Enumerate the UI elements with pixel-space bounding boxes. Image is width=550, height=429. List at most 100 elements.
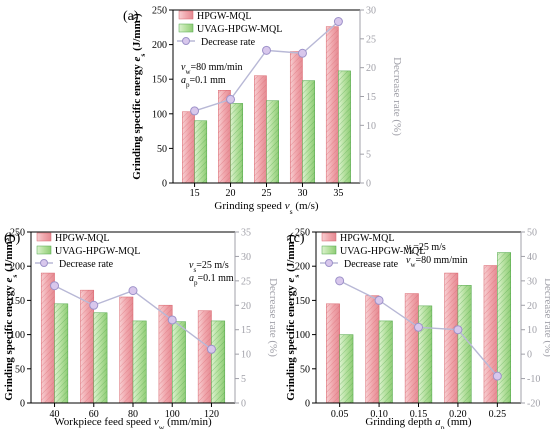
bar-hpgw-mql-hatch (404, 293, 419, 404)
x-axis-label: Grinding speed vs (m/s) (214, 200, 318, 216)
y2-tick-label: 25 (241, 276, 251, 287)
y2-tick-label: 5 (366, 150, 371, 161)
bar-hpgw-mql-hatch (325, 26, 339, 184)
decrease-rate-point (206, 344, 216, 354)
y-tick-label: 0 (20, 399, 25, 410)
chart-panel-b: 0 50 100 150 200 250 0 5 10 15 20 25 30 35 40 60 80 100 12… (3, 228, 279, 429)
x-axis-label: Grinding depth ap (mm) (365, 416, 472, 429)
y2-tick-label: 40 (527, 252, 537, 263)
x-tick-label: 0.20 (449, 409, 467, 420)
decrease-rate-point (453, 325, 463, 335)
chart-panel-c: 0 50 100 150 200 250 -20 -10 0 10 20 30 40 50 0.05 0.10… (285, 228, 550, 429)
legend: HPGW-MQL UVAG-HPGW-MQL Decrease rate (320, 232, 425, 270)
y-tick-label: 250 (295, 228, 310, 239)
decrease-rate-point (374, 295, 384, 305)
x-tick-label: 120 (204, 409, 219, 420)
y2-axis-label: Decrease rate (%) (267, 278, 279, 357)
y2-axis-label: Decrease rate (%) (391, 57, 403, 136)
legend-label-decrease-rate: Decrease rate (344, 259, 399, 270)
condition-annotation: ap=0.1 mm (189, 273, 234, 287)
x-tick-label: 20 (226, 188, 236, 199)
y2-tick-label: 0 (366, 179, 371, 190)
y-tick-label: 150 (10, 296, 25, 307)
y-axis-label: Grinding specific energy es (J/mm³) (3, 234, 19, 401)
x-tick-label: 0.25 (489, 409, 507, 420)
bar-uvag-hpgw-mql-hatch (339, 334, 354, 404)
legend-label-uvag-hpgw-mql: UVAG-HPGW-MQL (55, 246, 140, 257)
y-tick-label: 250 (10, 228, 25, 239)
y2-tick-label: 20 (527, 301, 537, 312)
condition-annotation: ap=0.1 mm (181, 75, 226, 89)
decrease-rate-point (50, 281, 60, 291)
decrease-rate-point (226, 94, 236, 104)
y2-axis-label: Decrease rate (%) (542, 278, 550, 357)
y2-tick-label: 15 (241, 325, 251, 336)
bar-uvag-hpgw-mql-hatch (418, 305, 433, 404)
y2-tick-label: 20 (241, 301, 251, 312)
y-tick-label: 100 (10, 330, 25, 341)
decrease-rate-point (89, 300, 99, 310)
legend-swatch-uvag-hpgw-mql (178, 23, 194, 33)
y2-tick-label: 25 (366, 34, 376, 45)
legend-swatch-hpgw-mql (36, 232, 52, 242)
bar-uvag-hpgw-mql-hatch (497, 252, 512, 404)
legend-label-decrease-rate: Decrease rate (59, 259, 114, 270)
x-tick-label: 60 (89, 409, 99, 420)
bar-hpgw-mql-hatch (365, 295, 380, 404)
decrease-rate-point (335, 276, 345, 286)
y2-tick-label: -10 (527, 374, 540, 385)
x-tick-label: 25 (262, 188, 272, 199)
bar-uvag-hpgw-mql-hatch (378, 320, 393, 404)
bar-hpgw-mql-hatch (218, 90, 231, 184)
bar-hpgw-mql-hatch (254, 75, 267, 184)
y-axis-label: Grinding specific energy es (J/mm³) (285, 234, 301, 401)
legend-swatch-hpgw-mql (178, 10, 194, 20)
decrease-rate-point (333, 17, 343, 27)
y-tick-label: 250 (152, 6, 167, 17)
legend-swatch-decrease-marker (182, 37, 190, 45)
y-tick-label: 50 (15, 364, 25, 375)
bar-uvag-hpgw-mql-hatch (194, 120, 208, 184)
chart-panel-a: 0 50 100 150 200 250 0 5 10 15 20 25 30 15 20 25 30 35 Gri… (123, 6, 403, 216)
y-tick-label: 0 (162, 179, 167, 190)
y2-tick-label: 30 (527, 276, 537, 287)
legend-swatch-decrease-marker (325, 259, 333, 267)
y-tick-label: 200 (152, 40, 167, 51)
decrease-rate-point (128, 286, 138, 296)
x-tick-label: 0.15 (410, 409, 428, 420)
bar-uvag-hpgw-mql-hatch (93, 312, 108, 404)
y2-tick-label: -20 (527, 399, 540, 410)
legend-label-uvag-hpgw-mql: UVAG-HPGW-MQL (197, 24, 282, 35)
y2-tick-label: 5 (241, 374, 246, 385)
bar-hpgw-mql-hatch (40, 272, 55, 404)
x-tick-label: 0.10 (370, 409, 388, 420)
bar-hpgw-mql-hatch (119, 296, 134, 404)
y2-tick-label: 15 (366, 92, 376, 103)
bar-uvag-hpgw-mql-hatch (230, 103, 244, 184)
bar-uvag-hpgw-mql-hatch (54, 303, 69, 404)
decrease-rate-point (414, 322, 423, 332)
x-tick-label: 100 (165, 409, 180, 420)
y-tick-label: 50 (300, 364, 310, 375)
legend-swatch-hpgw-mql (321, 232, 337, 242)
bar-hpgw-mql-hatch (326, 303, 340, 404)
legend-label-hpgw-mql: HPGW-MQL (197, 11, 251, 22)
y-axis-label: Grinding specific energy es (J/mm³) (131, 13, 147, 180)
legend-swatch-uvag-hpgw-mql (36, 245, 52, 255)
x-tick-label: 0.05 (331, 409, 349, 420)
y2-tick-label: 10 (241, 350, 251, 361)
condition-annotation: vs=25 m/s (189, 260, 229, 274)
legend-label-decrease-rate: Decrease rate (201, 37, 256, 48)
x-axis-label: Workpiece feed speed vw (mm/min) (54, 416, 212, 429)
y-tick-label: 0 (305, 399, 310, 410)
x-tick-label: 30 (297, 188, 307, 199)
y-tick-label: 100 (152, 109, 167, 120)
condition-annotation: vw=80 mm/min (406, 255, 468, 269)
y-tick-label: 150 (152, 75, 167, 86)
decrease-rate-point (492, 371, 502, 381)
bar-hpgw-mql-hatch (483, 265, 498, 404)
y-tick-label: 50 (157, 144, 167, 155)
y2-tick-label: 30 (366, 6, 376, 17)
y-tick-label: 200 (295, 262, 310, 273)
